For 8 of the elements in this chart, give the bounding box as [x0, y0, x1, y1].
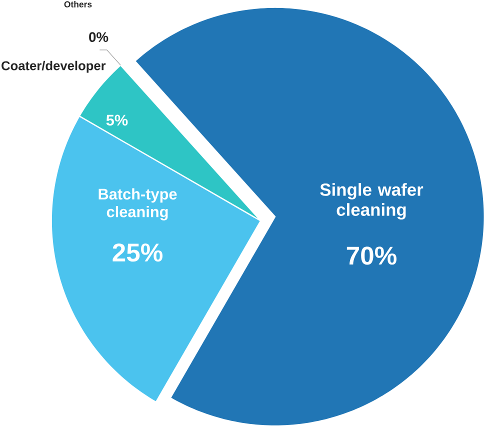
data-label: 70%	[346, 246, 396, 265]
slice-label: Coater/developer	[2, 61, 106, 73]
text: 0%	[89, 32, 108, 42]
data-label: 25%	[112, 244, 163, 262]
category-label: Others	[64, 1, 92, 8]
slice-label: Single wafer cleaning	[320, 183, 424, 220]
data-label: 5%	[106, 114, 128, 126]
slice-label: Batch-type cleaning	[98, 188, 177, 221]
